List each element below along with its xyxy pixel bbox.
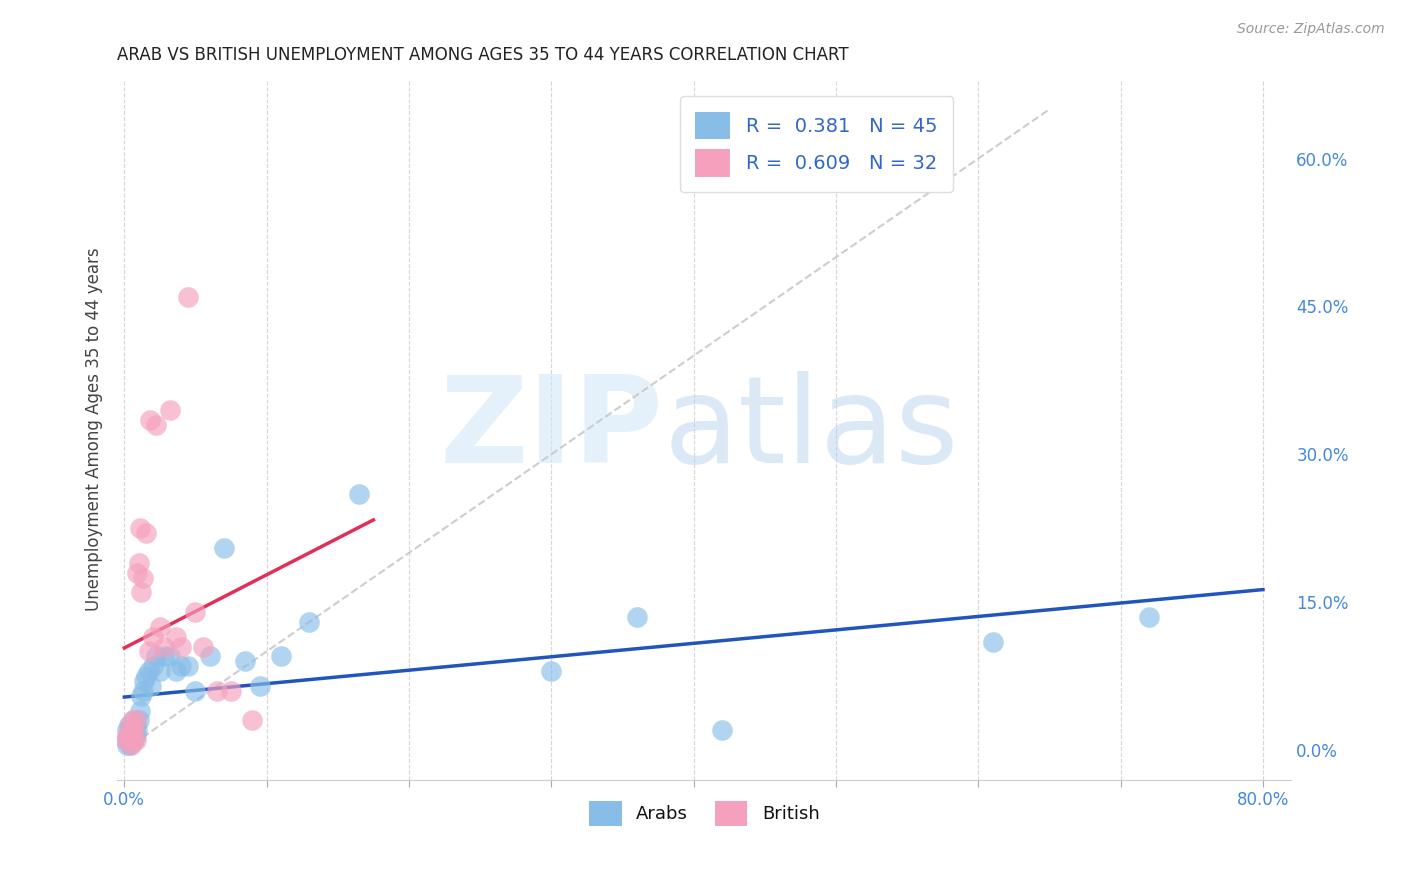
Point [170,640,193,654]
Point [118,718,141,732]
Point [129,704,152,718]
Point [242,714,264,728]
Point [114,733,136,747]
Text: ZIP: ZIP [440,371,664,488]
Point [165,664,187,678]
Point [184,684,207,698]
Point [121,728,143,742]
Point [132,570,155,584]
Point [125,728,148,742]
Point [121,733,143,747]
Point [122,733,145,747]
Point [134,673,156,688]
Point [121,714,143,728]
Point [145,417,167,432]
Point [128,714,150,728]
Point [347,486,370,500]
Point [127,723,149,738]
Point [118,728,141,742]
Point [117,733,139,747]
Point [159,403,181,417]
Point [142,630,165,644]
Point [131,689,153,703]
Point [125,714,148,728]
Point [120,723,142,738]
Point [127,566,149,580]
Point [138,664,160,678]
Point [149,620,172,634]
Point [191,640,214,654]
Point [981,634,1004,648]
Point [270,649,292,664]
Point [184,605,207,619]
Point [212,541,235,555]
Point [142,659,165,673]
Text: Source: ZipAtlas.com: Source: ZipAtlas.com [1237,22,1385,37]
Point [626,610,648,624]
Point [135,526,157,541]
Point [125,718,148,732]
Y-axis label: Unemployment Among Ages 35 to 44 years: Unemployment Among Ages 35 to 44 years [86,248,103,611]
Point [711,723,734,738]
Point [249,679,271,693]
Point [1137,610,1160,624]
Point [120,733,142,747]
Point [114,733,136,747]
Legend: Arabs, British: Arabs, British [582,794,827,834]
Point [170,659,193,673]
Point [145,649,167,664]
Point [141,679,163,693]
Text: atlas: atlas [664,371,959,488]
Point [122,723,145,738]
Point [135,669,157,683]
Point [177,289,200,303]
Point [298,615,321,629]
Point [153,649,176,664]
Point [121,714,143,728]
Point [117,733,139,747]
Text: ARAB VS BRITISH UNEMPLOYMENT AMONG AGES 35 TO 44 YEARS CORRELATION CHART: ARAB VS BRITISH UNEMPLOYMENT AMONG AGES … [117,46,849,64]
Point [118,738,141,752]
Point [153,640,176,654]
Point [219,684,242,698]
Point [115,728,138,742]
Point [177,659,200,673]
Point [128,556,150,570]
Point [131,585,153,599]
Point [198,649,221,664]
Point [122,723,145,738]
Point [125,733,148,747]
Point [149,664,172,678]
Point [139,413,162,427]
Point [115,723,138,738]
Point [120,723,142,738]
Point [540,664,562,678]
Point [132,684,155,698]
Point [117,718,139,732]
Point [115,738,138,752]
Point [129,521,152,535]
Point [205,684,228,698]
Point [159,649,181,664]
Point [233,654,256,668]
Point [120,738,142,752]
Point [138,644,160,658]
Point [165,630,187,644]
